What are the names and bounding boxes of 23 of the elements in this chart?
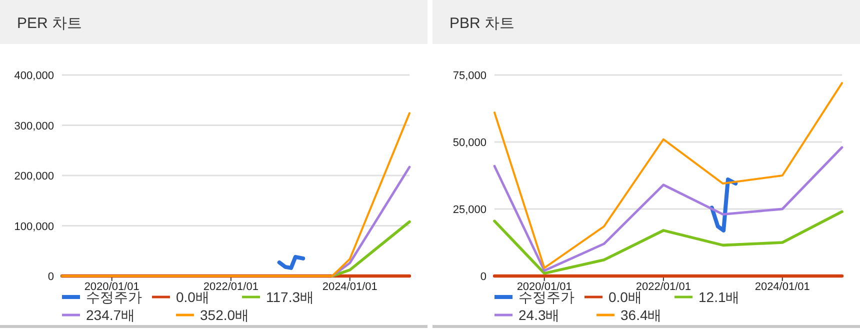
- x-tick-label: 2024/01/01: [322, 281, 378, 293]
- legend-label: 24.3배: [518, 307, 560, 323]
- y-tick-label: 0: [48, 271, 54, 283]
- y-tick-label: 0: [480, 271, 486, 283]
- legend-label: 12.1배: [698, 289, 740, 305]
- line-series: [494, 82, 843, 269]
- line-series: [493, 210, 844, 275]
- legend-label: 36.4배: [620, 307, 662, 323]
- line-series: [277, 254, 306, 270]
- y-tick-label: 50,000: [452, 137, 486, 149]
- y-tick-label: 100,000: [14, 220, 54, 233]
- legend-label: 234.7배: [86, 307, 136, 323]
- legend-label: 117.3배: [266, 289, 314, 305]
- y-tick-label: 75,000: [452, 70, 486, 82]
- y-tick-label: 25,000: [452, 204, 486, 216]
- chart-title: PER 차트: [17, 15, 82, 32]
- chart-title: PBR 차트: [450, 15, 515, 32]
- line-series: [493, 146, 844, 272]
- y-tick-label: 400,000: [14, 70, 54, 82]
- y-tick-label: 300,000: [14, 120, 54, 132]
- x-tick-label: 2024/01/01: [754, 281, 810, 293]
- y-tick-label: 200,000: [14, 170, 54, 182]
- legend-label: 352.0배: [200, 307, 250, 323]
